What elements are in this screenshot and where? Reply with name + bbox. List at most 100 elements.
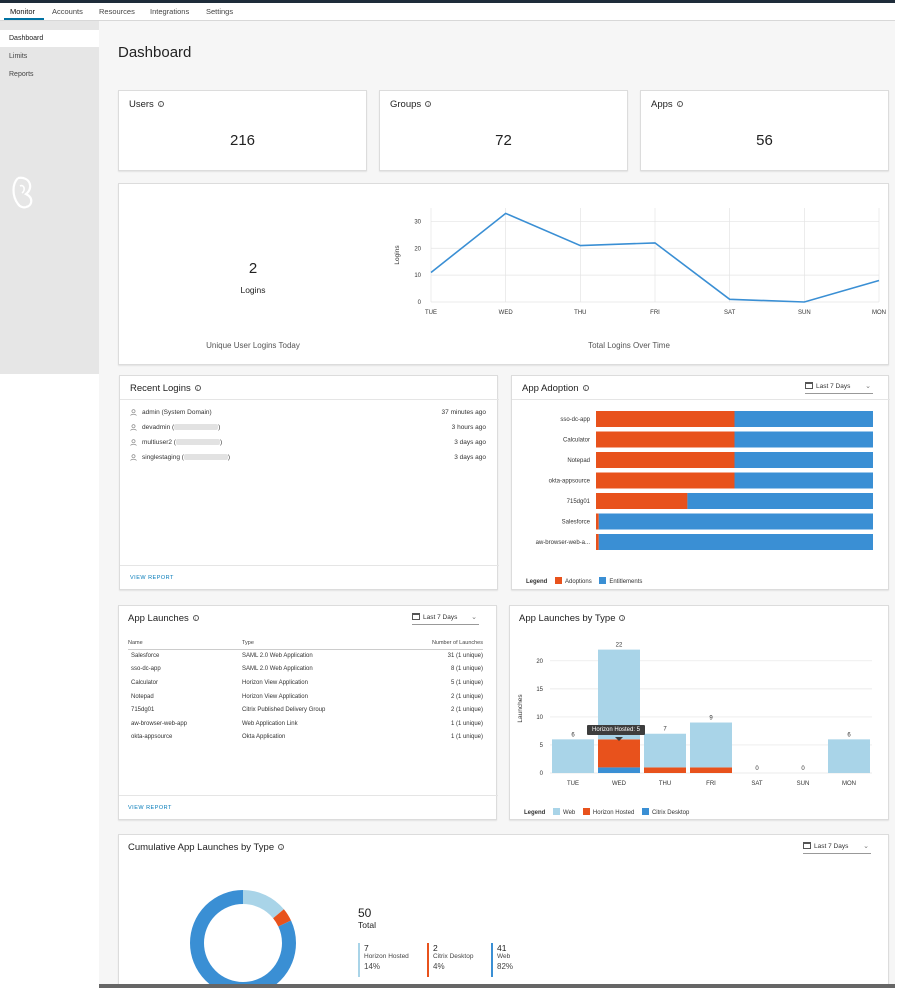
- chevron-down-icon: ⌄: [865, 383, 871, 390]
- table-row[interactable]: aw-browser-web-app Web Application Link 1 …: [131, 720, 483, 727]
- login-user: multiuser2 (): [142, 439, 223, 446]
- x-tick-label: MON: [842, 781, 856, 787]
- y-category-label: Notepad: [567, 458, 590, 464]
- cumulative-card: Cumulative App Launches by Type i Last 7 …: [118, 834, 889, 988]
- x-tick-label: SUN: [798, 310, 811, 316]
- bar-entitlements: [734, 431, 873, 448]
- column-header-launches[interactable]: Number of Launches: [391, 637, 483, 650]
- bar-total-label: 6: [847, 732, 851, 738]
- app-adoption-title: App Adoption i: [522, 383, 589, 394]
- logins-chart-caption: Total Logins Over Time: [588, 341, 670, 350]
- cumulative-total-value: 50: [358, 906, 372, 920]
- y-tick-label: 20: [536, 659, 543, 665]
- chart-tooltip: Horizon Hosted: 5: [587, 725, 646, 735]
- info-icon[interactable]: i: [157, 101, 164, 107]
- user-icon: [130, 439, 137, 446]
- app-adoption-chart: sso-dc-app Calculator Notepad okta-appsourc…: [536, 411, 873, 550]
- bar-segment-web: [644, 733, 686, 768]
- tab-resources[interactable]: Resources: [99, 7, 135, 16]
- launches-legend: Legend Web Horizon Hosted Citrix Desktop: [524, 808, 690, 816]
- adoption-range-select[interactable]: Last 7 Days ⌄: [805, 381, 873, 394]
- view-report-link[interactable]: VIEW REPORT: [130, 575, 174, 581]
- tooltip-arrow: [615, 737, 623, 741]
- bar-segment-horizon-hosted: [690, 767, 732, 773]
- legend-swatch-citrix-desktop: [641, 808, 649, 815]
- bar-adoptions: [596, 411, 735, 427]
- y-tick-label: 30: [414, 219, 421, 225]
- y-axis-label: Launches: [517, 694, 524, 723]
- table-row[interactable]: 715dg01 Citrix Published Delivery Group 2 …: [131, 707, 483, 714]
- sidebar-item-limits[interactable]: Limits: [9, 53, 28, 60]
- bar-total-label: 0: [801, 766, 805, 772]
- groups-card[interactable]: Groups i 72: [379, 90, 628, 171]
- x-tick-label: TUE: [425, 310, 437, 316]
- bar-entitlements: [598, 534, 873, 550]
- recent-logins-card: Recent Logins i admin (System Domain) 37 …: [119, 375, 499, 590]
- launches-by-type-title: App Launches by Type i: [519, 613, 626, 624]
- bar-total-label: 6: [571, 732, 575, 738]
- tab-integrations[interactable]: Integrations: [150, 7, 190, 16]
- cumulative-donut-chart: [190, 890, 296, 988]
- calendar-icon: [805, 382, 813, 389]
- x-tick-label: THU: [659, 781, 671, 787]
- info-icon[interactable]: i: [582, 385, 589, 391]
- bottom-scrollbar[interactable]: [99, 984, 895, 988]
- y-tick-label: 0: [540, 771, 544, 777]
- top-stripe: [0, 0, 895, 3]
- bar-adoptions: [596, 431, 735, 448]
- logins-panel: 2 Logins Unique User Logins Today Total …: [118, 183, 889, 365]
- info-icon[interactable]: i: [676, 101, 683, 107]
- view-report-link[interactable]: VIEW REPORT: [128, 805, 172, 811]
- bar-adoptions: [596, 472, 735, 489]
- x-tick-label: FRI: [706, 781, 716, 787]
- bar-segment-web: [552, 739, 594, 773]
- table-row[interactable]: okta-appsource Okta Application 1 (1 uniqu…: [131, 734, 483, 741]
- app-launches-table: Name Type Number of Launches Salesforce S…: [128, 637, 483, 744]
- y-category-label: aw-browser-web-a...: [536, 540, 591, 546]
- sidebar-item-reports[interactable]: Reports: [9, 71, 34, 78]
- info-icon[interactable]: i: [425, 101, 432, 107]
- info-icon[interactable]: i: [619, 615, 626, 621]
- app-launches-card: App Launches i Last 7 Days ⌄ Name Type Num…: [118, 605, 498, 820]
- sidebar-item-dashboard[interactable]: Dashboard: [0, 30, 99, 47]
- y-tick-label: 15: [536, 687, 543, 693]
- x-tick-label: THU: [574, 310, 586, 316]
- login-row: devadmin () 3 hours ago: [130, 423, 486, 435]
- bar-total-label: 7: [663, 727, 667, 733]
- bar-entitlements: [598, 513, 873, 530]
- cumulative-total-label: Total: [358, 920, 376, 930]
- info-icon[interactable]: i: [278, 844, 285, 850]
- brand-logo: [12, 176, 33, 209]
- logins-today-count: 2: [248, 260, 258, 277]
- table-row[interactable]: Notepad Horizon View Application 2 (1 uniq…: [131, 693, 483, 700]
- info-icon[interactable]: i: [192, 615, 199, 621]
- active-tab-indicator: [4, 18, 44, 20]
- x-tick-label: WED: [612, 781, 627, 787]
- redacted-domain: [175, 439, 220, 445]
- y-category-label: Calculator: [563, 438, 590, 444]
- table-row[interactable]: Salesforce SAML 2.0 Web Application 31 (1 …: [131, 653, 483, 660]
- bar-entitlements: [734, 411, 873, 427]
- tab-accounts[interactable]: Accounts: [52, 7, 83, 16]
- groups-count: 72: [495, 132, 512, 149]
- info-icon[interactable]: i: [194, 385, 201, 391]
- user-icon: [130, 454, 137, 461]
- login-time: 3 days ago: [454, 439, 486, 446]
- page-title: Dashboard: [118, 44, 192, 61]
- cumulative-item-horizon-hosted: 7 Horizon Hosted 14%: [358, 943, 418, 977]
- tab-settings[interactable]: Settings: [206, 7, 234, 16]
- launches-range-select[interactable]: Last 7 Days ⌄: [412, 612, 479, 625]
- table-row[interactable]: Calculator Horizon View Application 5 (1 u…: [131, 679, 483, 686]
- users-card[interactable]: Users i 216: [118, 90, 367, 171]
- table-row[interactable]: sso-dc-app SAML 2.0 Web Application 8 (1 u…: [131, 666, 483, 673]
- column-header-name[interactable]: Name: [128, 637, 242, 650]
- y-tick-label: 10: [414, 273, 421, 279]
- app-adoption-card: App Adoption i Last 7 Days ⌄ sso-dc-app Cal…: [511, 375, 890, 590]
- login-user: admin (System Domain): [142, 409, 212, 416]
- login-row: multiuser2 () 3 days ago: [130, 438, 486, 450]
- apps-card[interactable]: Apps i 56: [640, 90, 889, 171]
- user-icon: [130, 424, 137, 431]
- cumulative-range-select[interactable]: Last 7 Days ⌄: [803, 841, 871, 854]
- tab-monitor[interactable]: Monitor: [10, 7, 36, 16]
- column-header-type[interactable]: Type: [242, 637, 392, 650]
